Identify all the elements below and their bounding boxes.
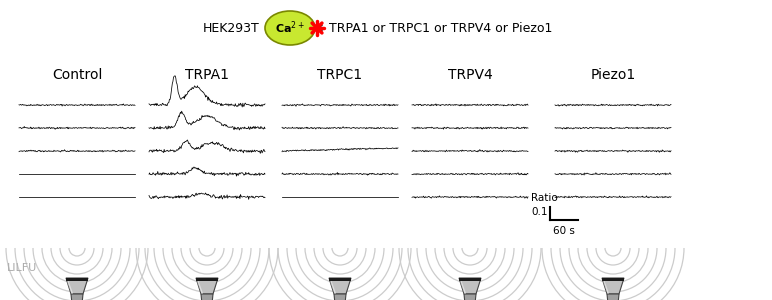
- Polygon shape: [196, 278, 218, 281]
- Text: Ca$^{2+}$: Ca$^{2+}$: [275, 20, 305, 36]
- Polygon shape: [602, 278, 624, 294]
- Text: 0.1: 0.1: [531, 207, 547, 217]
- Text: Control: Control: [52, 68, 102, 82]
- Polygon shape: [464, 294, 476, 300]
- Text: LILFU: LILFU: [7, 263, 37, 273]
- Polygon shape: [607, 294, 619, 300]
- Text: TRPC1: TRPC1: [317, 68, 363, 82]
- Polygon shape: [329, 278, 351, 281]
- Polygon shape: [66, 278, 88, 294]
- Polygon shape: [66, 278, 88, 281]
- Polygon shape: [196, 278, 218, 294]
- Text: TRPA1 or TRPC1 or TRPV4 or Piezo1: TRPA1 or TRPC1 or TRPV4 or Piezo1: [329, 22, 553, 34]
- Text: TRPA1: TRPA1: [185, 68, 229, 82]
- Polygon shape: [201, 294, 213, 300]
- Polygon shape: [71, 294, 83, 300]
- Polygon shape: [329, 278, 351, 294]
- Polygon shape: [334, 294, 346, 300]
- Text: 60 s: 60 s: [553, 226, 575, 236]
- Text: Ratio: Ratio: [531, 193, 557, 203]
- Polygon shape: [602, 278, 624, 281]
- Text: HEK293T: HEK293T: [203, 22, 260, 34]
- Text: Piezo1: Piezo1: [591, 68, 635, 82]
- Polygon shape: [459, 278, 481, 294]
- Ellipse shape: [265, 11, 315, 45]
- Polygon shape: [459, 278, 481, 281]
- Text: TRPV4: TRPV4: [448, 68, 493, 82]
